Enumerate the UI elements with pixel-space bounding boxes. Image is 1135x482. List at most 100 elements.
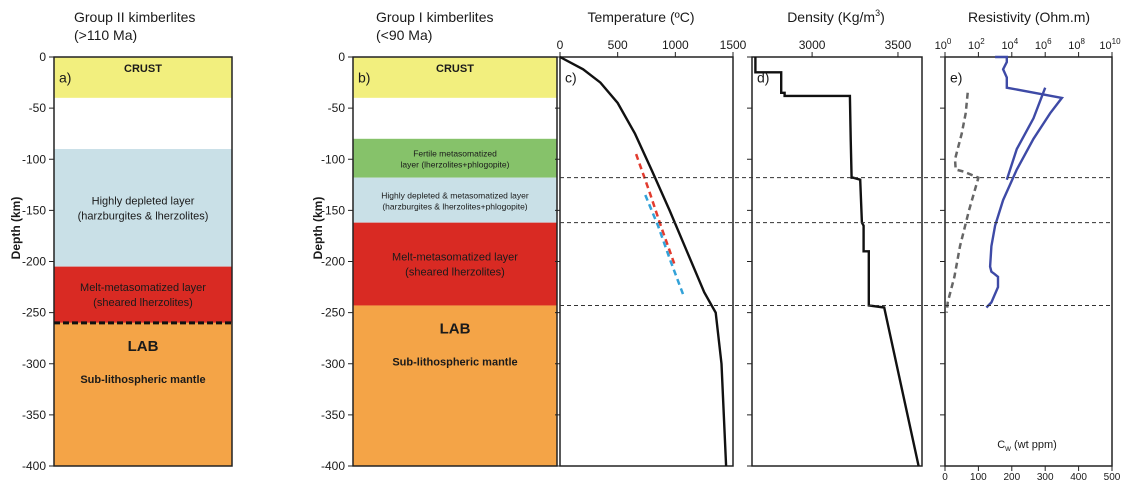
layer-label: LAB	[440, 320, 471, 337]
x-tick-exponent: 0	[947, 37, 952, 46]
secondary-axis-label-main: C	[997, 439, 1005, 451]
column-a-depth-tick-label: -300	[22, 357, 46, 371]
column-a-lithology: CRUST Highly depleted layer (harzburgites …	[22, 50, 233, 473]
layer-label: (harzburgites & lherzolites)	[78, 210, 209, 222]
column-a-depth-tick-label: 0	[39, 50, 46, 64]
layer-a-1	[54, 97, 232, 150]
layer-label: Highly depleted layer	[92, 195, 195, 207]
panel-label: d)	[757, 69, 769, 85]
chart-title-end: )	[880, 9, 885, 25]
secondary-x-tick-label: 0	[942, 472, 948, 482]
column-a-depth-tick-label: -400	[22, 459, 46, 473]
column-a-depth-tick-label: -250	[22, 306, 46, 320]
layer-label: Sub-lithospheric mantle	[80, 374, 205, 386]
secondary-x-tick-label: 200	[1003, 472, 1020, 482]
layer-a-2	[54, 149, 232, 267]
x-tick-base: 10	[1099, 40, 1111, 52]
column-b-title: Group I kimberlites	[376, 9, 493, 25]
column-b-depth-tick-label: -100	[321, 152, 345, 166]
chart-title: Density (Kg/m3)	[787, 8, 885, 25]
x-tick-exponent: 8	[1080, 37, 1085, 46]
x-tick-label: 102	[968, 37, 985, 52]
column-a-depth-tick-label: -100	[22, 152, 46, 166]
x-tick-exponent: 4	[1014, 37, 1019, 46]
x-tick-exponent: 2	[980, 37, 985, 46]
series-line-0	[559, 55, 728, 467]
series-line-2	[644, 194, 685, 296]
x-tick-label: 3000	[799, 38, 826, 52]
layer-b-1	[353, 97, 557, 139]
secondary-axis-label-subscript: w	[1004, 444, 1011, 453]
secondary-x-tick-label: 500	[1104, 472, 1121, 482]
column-b-depth-tick-label: -50	[328, 101, 346, 115]
column-a-depth-tick-label: -200	[22, 255, 46, 269]
column-a-subtitle: (>110 Ma)	[74, 27, 137, 43]
x-tick-label: 500	[608, 38, 628, 52]
layer-a-3	[54, 266, 232, 323]
series-line-0	[985, 55, 1065, 309]
column-a-depth-tick-label: -350	[22, 408, 46, 422]
layer-b-5	[353, 305, 557, 466]
x-tick-label: 3500	[885, 38, 912, 52]
series-line-1	[1005, 87, 1047, 181]
layer-label: layer (lherzolites+phlogopite)	[401, 160, 510, 170]
x-tick-label: 1010	[1099, 37, 1121, 52]
layer-b-2	[353, 138, 557, 178]
layer-label: (sheared lherzolites)	[405, 267, 505, 279]
layer-a-4	[54, 322, 232, 466]
column-b-depth-tick-label: -400	[321, 459, 345, 473]
layer-boundaries	[560, 177, 1112, 306]
secondary-axis-label-end: (wt ppm)	[1011, 439, 1057, 451]
layer-label: Fertile metasomatized	[413, 149, 497, 159]
layer-label: Highly depleted & metasomatized layer	[381, 191, 529, 201]
column-b-depth-tick-label: -300	[321, 357, 345, 371]
panel-frame	[944, 56, 1113, 467]
x-tick-base: 10	[1035, 40, 1047, 52]
x-tick-label: 1500	[720, 38, 747, 52]
depth-axis-label-b: Depth (km)	[311, 197, 325, 260]
secondary-x-tick-label: 300	[1037, 472, 1054, 482]
secondary-axis-label: Cw (wt ppm)	[997, 439, 1057, 453]
column-b-depth-tick-label: -350	[321, 408, 345, 422]
x-tick-exponent: 10	[1112, 37, 1121, 46]
panel-frame	[751, 56, 923, 467]
series-line-2	[945, 92, 980, 313]
chart-title: Temperature (ºC)	[587, 9, 694, 25]
temperature-panel: Temperature (ºC) 0 500 1000 1500 c)	[555, 9, 747, 467]
panel-frame	[559, 56, 734, 467]
x-tick-label: 106	[1035, 37, 1052, 52]
layer-label: (harzburgites & lherzolites+phlogopite)	[382, 202, 527, 212]
chart-title: Resistivity (Ohm.m)	[968, 9, 1090, 25]
column-a-depth-tick-label: -50	[29, 101, 47, 115]
layer-label: Melt-metasomatized layer	[392, 252, 518, 264]
x-tick-label: 104	[1001, 37, 1018, 52]
chart-title-superscript: 3	[875, 8, 880, 18]
panel-label: c)	[565, 69, 577, 85]
x-tick-base: 10	[968, 40, 980, 52]
column-b-depth-tick-label: 0	[338, 50, 345, 64]
layer-label: CRUST	[124, 63, 162, 75]
column-b-depth-tick-label: -250	[321, 306, 345, 320]
column-a-depth-tick-label: -150	[22, 203, 46, 217]
x-tick-label: 100	[935, 37, 952, 52]
column-b-depth-tick-label: -200	[321, 255, 345, 269]
x-tick-base: 10	[1001, 40, 1013, 52]
x-tick-base: 10	[1068, 40, 1080, 52]
layer-a-0	[54, 57, 232, 98]
panel-label: e)	[950, 69, 962, 85]
layer-label: CRUST	[436, 63, 474, 75]
panel-label: a)	[59, 69, 71, 85]
x-tick-base: 10	[935, 40, 947, 52]
layer-label: Melt-metasomatized layer	[80, 282, 206, 294]
series-line-0	[754, 57, 920, 467]
secondary-x-tick-label: 100	[970, 472, 987, 482]
layer-label: (sheared lherzolites)	[93, 297, 193, 309]
column-b-subtitle: (<90 Ma)	[376, 27, 432, 43]
layer-b-0	[353, 57, 557, 98]
layer-label: LAB	[128, 338, 159, 355]
panel-label: b)	[358, 69, 370, 85]
column-b-depth-tick-label: -150	[321, 203, 345, 217]
